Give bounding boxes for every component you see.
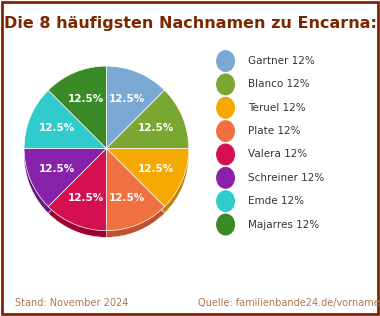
Circle shape bbox=[217, 167, 234, 188]
Text: 12.5%: 12.5% bbox=[39, 123, 75, 133]
Wedge shape bbox=[106, 155, 165, 237]
Text: Stand: November 2024: Stand: November 2024 bbox=[15, 298, 128, 308]
Wedge shape bbox=[24, 155, 106, 213]
Text: Majarres 12%: Majarres 12% bbox=[248, 220, 319, 229]
Text: Plate 12%: Plate 12% bbox=[248, 126, 301, 136]
Circle shape bbox=[217, 121, 234, 141]
Circle shape bbox=[217, 214, 234, 235]
Text: Schreiner 12%: Schreiner 12% bbox=[248, 173, 324, 183]
Text: 12.5%: 12.5% bbox=[68, 193, 104, 203]
Wedge shape bbox=[106, 90, 189, 149]
Wedge shape bbox=[48, 66, 106, 149]
Text: 12.5%: 12.5% bbox=[109, 193, 145, 203]
Wedge shape bbox=[24, 97, 106, 155]
Text: 12.5%: 12.5% bbox=[138, 123, 174, 133]
Circle shape bbox=[217, 144, 234, 165]
Wedge shape bbox=[106, 66, 165, 149]
Circle shape bbox=[217, 74, 234, 95]
Text: 12.5%: 12.5% bbox=[68, 94, 104, 104]
Text: 12.5%: 12.5% bbox=[39, 164, 75, 174]
Wedge shape bbox=[48, 149, 106, 231]
Text: 12.5%: 12.5% bbox=[109, 94, 145, 104]
Wedge shape bbox=[106, 97, 189, 155]
Circle shape bbox=[217, 191, 234, 211]
Wedge shape bbox=[48, 155, 106, 237]
Text: Emde 12%: Emde 12% bbox=[248, 196, 304, 206]
Wedge shape bbox=[106, 155, 189, 213]
Circle shape bbox=[217, 51, 234, 71]
Text: Quelle: familienbande24.de/vornamen/: Quelle: familienbande24.de/vornamen/ bbox=[198, 298, 380, 308]
Wedge shape bbox=[106, 149, 189, 207]
Wedge shape bbox=[24, 149, 106, 207]
Text: Teruel 12%: Teruel 12% bbox=[248, 103, 306, 113]
Wedge shape bbox=[24, 90, 106, 149]
Text: Gartner 12%: Gartner 12% bbox=[248, 56, 315, 66]
Text: Die 8 häufigsten Nachnamen zu Encarna:: Die 8 häufigsten Nachnamen zu Encarna: bbox=[3, 16, 377, 31]
Text: Blanco 12%: Blanco 12% bbox=[248, 79, 310, 89]
Wedge shape bbox=[48, 73, 106, 155]
Wedge shape bbox=[106, 73, 165, 155]
Text: 12.5%: 12.5% bbox=[138, 164, 174, 174]
Circle shape bbox=[217, 98, 234, 118]
Wedge shape bbox=[106, 149, 165, 231]
Text: Valera 12%: Valera 12% bbox=[248, 149, 307, 160]
